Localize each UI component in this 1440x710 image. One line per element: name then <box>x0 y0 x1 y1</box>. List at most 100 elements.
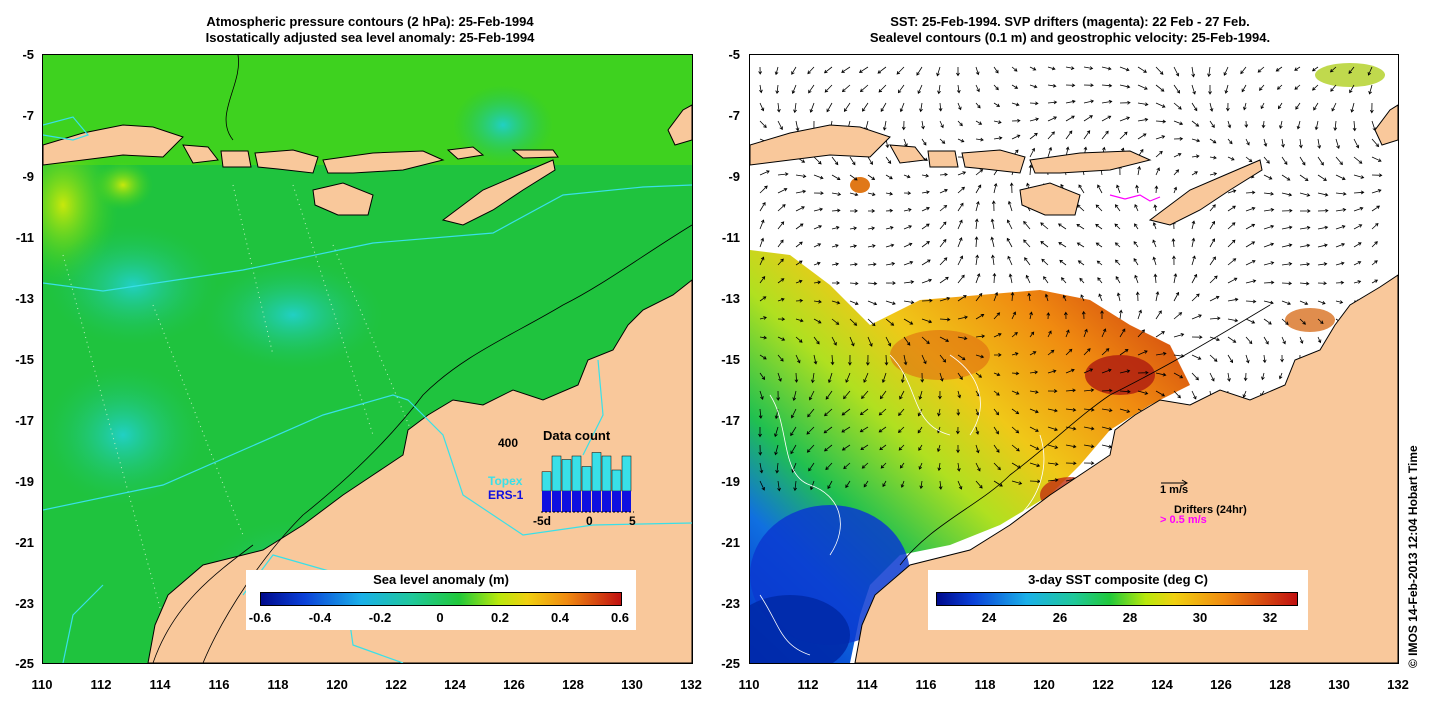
velocity-arrow <box>885 208 894 213</box>
lon-tick: 114 <box>856 677 878 692</box>
lon-tick: 124 <box>1151 677 1173 692</box>
velocity-arrow <box>993 480 1003 487</box>
velocity-arrow <box>867 226 876 231</box>
velocity-arrow <box>1065 83 1076 88</box>
australia-land <box>854 274 1398 663</box>
velocity-arrow <box>1114 223 1121 230</box>
velocity-arrow <box>1065 348 1073 356</box>
velocity-arrow <box>1260 102 1265 110</box>
velocity-arrow <box>1114 204 1121 212</box>
sumba-land <box>312 182 374 216</box>
velocity-arrow <box>824 84 833 93</box>
velocity-arrow <box>885 191 894 196</box>
velocity-arrow <box>1118 309 1123 320</box>
colorbar-tick: 0.2 <box>490 610 510 625</box>
inset-bar-ers <box>582 491 591 512</box>
velocity-arrow <box>1335 156 1343 166</box>
velocity-arrow <box>824 66 833 74</box>
velocity-arrow <box>1331 102 1337 112</box>
sst-map[interactable] <box>749 54 1399 664</box>
velocity-arrow <box>1224 84 1229 94</box>
velocity-arrow <box>1280 354 1284 363</box>
velocity-arrow <box>861 462 869 469</box>
lon-tick: 132 <box>680 677 702 692</box>
velocity-arrow <box>777 239 784 248</box>
velocity-arrow <box>1368 84 1373 95</box>
velocity-arrow <box>1095 223 1103 230</box>
velocity-arrow <box>1261 372 1265 381</box>
velocity-arrow <box>795 260 803 266</box>
velocity-arrow <box>918 390 923 400</box>
colorbar-tick: 0 <box>436 610 444 625</box>
velocity-arrow <box>1353 280 1362 284</box>
velocity-arrow <box>955 426 960 435</box>
velocity-arrow <box>917 408 923 417</box>
velocity-arrow <box>810 480 815 491</box>
velocity-arrow <box>1029 479 1041 484</box>
velocity-arrow <box>1371 241 1378 248</box>
velocity-arrow <box>1263 156 1270 164</box>
velocity-arrow <box>793 480 798 492</box>
velocity-arrow <box>1028 164 1033 176</box>
sea-level-anomaly-map[interactable] <box>42 54 693 664</box>
lombok-land <box>220 150 252 168</box>
velocity-arrow <box>921 206 930 212</box>
velocity-arrow <box>1011 390 1020 395</box>
warm-water-patch <box>1085 355 1155 395</box>
velocity-arrow <box>1065 329 1070 338</box>
velocity-arrow <box>993 84 999 91</box>
velocity-arrow <box>794 372 799 383</box>
velocity-arrow <box>1317 300 1326 305</box>
velocity-arrow <box>813 174 824 180</box>
velocity-arrow <box>1294 84 1301 90</box>
lat-tick: -17 <box>15 413 34 428</box>
lat-tick: -9 <box>728 169 740 184</box>
velocity-arrow <box>956 462 961 472</box>
velocity-arrow <box>1011 408 1020 415</box>
velocity-arrow <box>811 372 815 384</box>
velocity-arrow <box>831 300 841 305</box>
velocity-arrow <box>827 372 833 384</box>
velocity-arrow <box>1063 311 1068 320</box>
velocity-arrow <box>1011 462 1021 469</box>
velocity-arrow <box>1296 120 1301 130</box>
velocity-arrow <box>1371 189 1382 194</box>
velocity-arrow <box>877 66 887 74</box>
velocity-arrow <box>1263 208 1275 212</box>
velocity-arrow <box>777 258 784 266</box>
velocity-arrow <box>831 208 841 213</box>
velocity-arrow <box>1173 390 1181 399</box>
velocity-arrow <box>776 390 781 401</box>
velocity-arrow <box>1155 331 1165 338</box>
velocity-arrow <box>758 408 763 419</box>
velocity-arrow <box>1335 174 1346 181</box>
velocity-arrow <box>1083 130 1091 140</box>
velocity-arrow <box>1245 223 1256 230</box>
velocity-arrow <box>813 243 822 248</box>
left-title-line1: Atmospheric pressure contours (2 hPa): 2… <box>206 14 534 29</box>
velocity-arrow <box>939 188 948 194</box>
velocity-arrow <box>831 336 837 346</box>
velocity-arrow <box>790 444 797 455</box>
lat-tick: -9 <box>22 169 34 184</box>
sea-level-contours-white <box>759 354 1045 656</box>
velocity-arrow <box>1209 354 1218 362</box>
velocity-arrow <box>975 314 985 320</box>
lon-tick: 118 <box>974 677 996 692</box>
velocity-arrow <box>1114 242 1121 248</box>
inset-xtick: 5 <box>629 514 636 528</box>
velocity-arrow <box>777 480 781 492</box>
velocity-arrow <box>1101 388 1113 393</box>
lat-tick: -5 <box>728 47 740 62</box>
velocity-arrow <box>1299 336 1304 344</box>
velocity-arrow <box>1281 318 1289 326</box>
velocity-arrow <box>1083 426 1095 431</box>
velocity-arrow <box>1047 330 1052 338</box>
velocity-arrow <box>1065 426 1077 431</box>
velocity-arrow <box>993 353 1002 357</box>
velocity-arrow <box>843 102 851 112</box>
velocity-arrow <box>807 408 815 418</box>
velocity-arrow <box>1116 184 1121 194</box>
velocity-arrow <box>1137 165 1141 176</box>
velocity-scale-label: 1 m/s <box>1160 484 1189 496</box>
